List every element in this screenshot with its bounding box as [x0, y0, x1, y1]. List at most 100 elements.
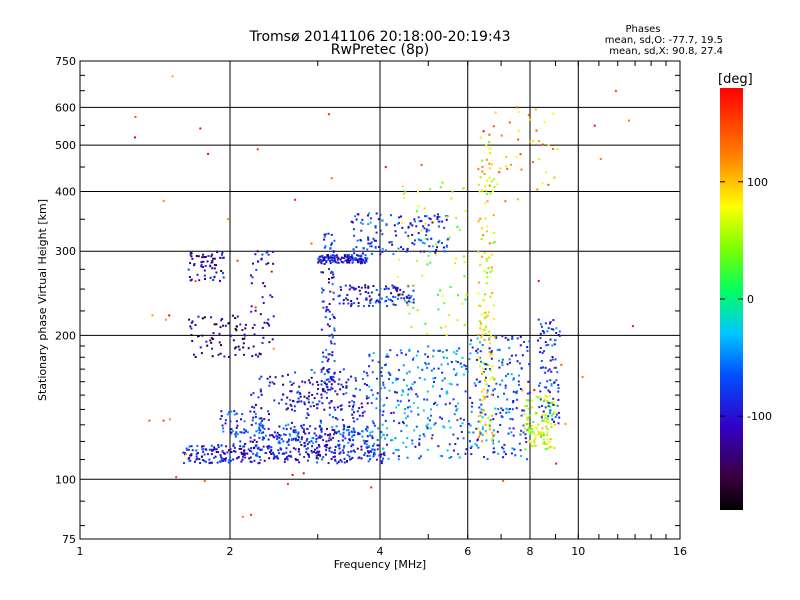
data-point	[270, 270, 273, 273]
data-point	[492, 190, 494, 193]
data-point	[501, 363, 504, 366]
data-point	[528, 118, 531, 121]
data-point	[246, 431, 249, 434]
data-point	[433, 214, 436, 217]
x-axis-label: Frequency [MHz]	[334, 558, 426, 571]
data-point	[547, 183, 550, 186]
data-point	[215, 271, 218, 274]
data-point	[501, 446, 504, 449]
data-point	[486, 389, 489, 392]
data-point	[542, 400, 545, 403]
data-point	[334, 455, 336, 458]
data-point	[542, 366, 545, 369]
data-point	[332, 273, 335, 276]
data-point	[489, 378, 492, 381]
data-point	[534, 108, 537, 111]
data-point	[436, 293, 439, 296]
data-point	[306, 428, 309, 430]
data-point	[324, 316, 327, 319]
data-point	[385, 427, 388, 430]
data-point	[424, 215, 427, 218]
data-point	[251, 326, 254, 329]
data-point	[342, 451, 345, 454]
data-point	[470, 339, 473, 342]
data-point	[382, 457, 385, 460]
data-point	[488, 428, 491, 431]
data-point	[488, 147, 491, 150]
data-point	[320, 383, 323, 386]
data-point	[488, 184, 491, 187]
data-point	[477, 250, 480, 253]
data-point	[328, 278, 330, 280]
data-point	[485, 189, 488, 192]
data-point	[390, 292, 392, 295]
data-point	[267, 447, 270, 450]
data-point	[362, 439, 365, 442]
data-point	[327, 439, 330, 442]
data-point	[441, 220, 444, 223]
data-point	[285, 402, 288, 405]
data-point	[235, 420, 238, 423]
data-point	[310, 440, 313, 443]
colorbar-tick-label: 0	[747, 293, 754, 306]
data-point	[318, 450, 321, 453]
data-point	[208, 448, 211, 451]
data-point	[364, 452, 367, 455]
data-point	[425, 215, 428, 218]
data-point	[262, 302, 265, 304]
data-point	[343, 425, 346, 428]
data-point	[458, 228, 461, 231]
data-point	[514, 454, 517, 457]
data-point	[243, 428, 246, 431]
data-point	[497, 440, 500, 443]
data-point	[359, 293, 362, 296]
data-point	[370, 298, 373, 301]
data-point	[322, 306, 325, 309]
data-point	[454, 262, 456, 264]
data-point	[497, 395, 499, 398]
data-point	[374, 225, 377, 228]
data-point	[257, 355, 260, 358]
data-point	[364, 286, 367, 289]
data-point	[190, 255, 193, 258]
data-point	[319, 436, 322, 439]
data-point	[462, 373, 465, 376]
data-point	[489, 369, 492, 372]
data-point	[219, 454, 222, 457]
data-point	[329, 433, 331, 436]
data-point	[343, 445, 346, 447]
data-point	[547, 406, 550, 409]
data-point	[358, 432, 361, 435]
data-point	[508, 427, 511, 430]
data-point	[463, 261, 466, 264]
data-point	[448, 420, 451, 423]
data-point	[353, 234, 356, 237]
x-tick-label: 8	[527, 545, 534, 558]
data-point	[542, 431, 545, 434]
data-point	[290, 455, 292, 458]
data-point	[236, 315, 239, 318]
data-point	[377, 427, 380, 430]
data-point	[526, 458, 528, 461]
data-point	[315, 434, 318, 437]
data-point	[278, 402, 280, 405]
data-point	[233, 410, 236, 413]
data-point	[424, 361, 427, 364]
data-point	[481, 334, 484, 337]
data-point	[548, 440, 551, 443]
data-point	[486, 391, 489, 394]
data-point	[352, 249, 355, 252]
data-point	[283, 452, 286, 455]
data-point	[512, 390, 515, 393]
data-point	[339, 388, 342, 391]
data-point	[550, 370, 553, 373]
data-point	[445, 244, 448, 247]
data-point	[371, 430, 374, 433]
data-point	[511, 408, 514, 411]
data-point	[190, 252, 193, 255]
data-point	[338, 378, 341, 381]
data-point	[326, 368, 329, 371]
data-point	[213, 456, 215, 459]
data-point	[256, 148, 259, 151]
data-point	[354, 287, 357, 290]
